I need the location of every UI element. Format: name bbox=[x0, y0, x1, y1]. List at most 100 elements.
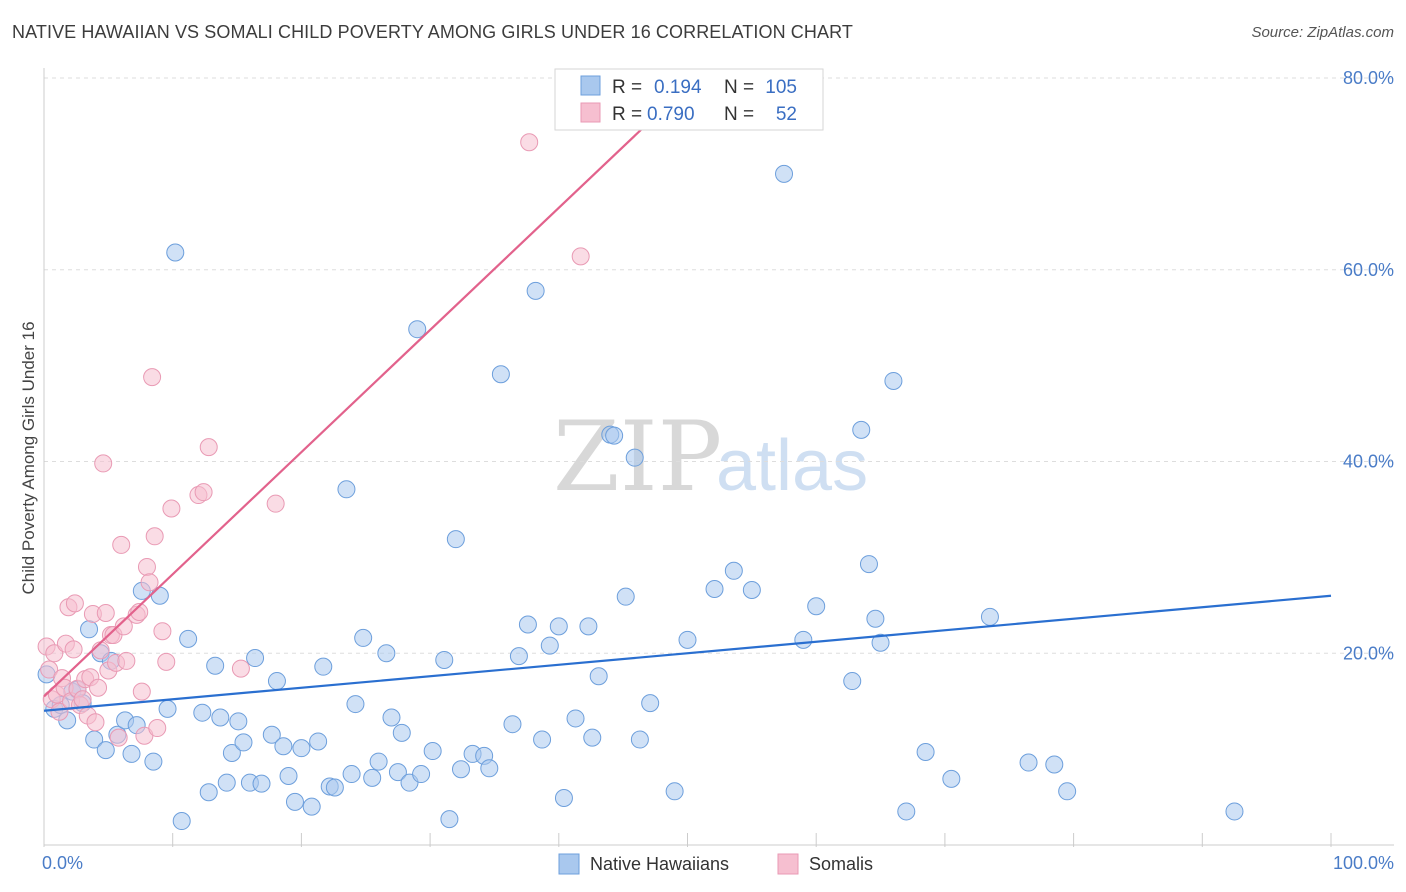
data-point bbox=[412, 765, 431, 784]
data-point bbox=[73, 690, 92, 709]
data-point bbox=[325, 778, 344, 797]
data-point bbox=[775, 164, 794, 183]
data-point bbox=[866, 609, 885, 628]
data-point bbox=[86, 713, 105, 732]
data-point bbox=[369, 752, 388, 771]
series-legend: Native Hawaiians Somalis bbox=[558, 853, 873, 875]
data-point bbox=[132, 682, 151, 701]
data-point bbox=[89, 678, 108, 697]
data-point bbox=[526, 281, 545, 300]
data-point bbox=[314, 657, 333, 676]
data-point bbox=[148, 719, 167, 738]
data-point bbox=[491, 365, 510, 384]
data-point bbox=[678, 630, 697, 649]
x-ticks bbox=[43, 833, 1332, 847]
data-point bbox=[153, 622, 172, 641]
data-point bbox=[852, 420, 871, 439]
data-point bbox=[143, 368, 162, 387]
data-point bbox=[166, 243, 185, 262]
data-point bbox=[435, 650, 454, 669]
legend-n-value-blue: 105 bbox=[765, 77, 797, 98]
data-point bbox=[64, 640, 83, 659]
data-point bbox=[354, 628, 373, 647]
trend-lines bbox=[43, 84, 1332, 712]
x-tick-label-min: 0.0% bbox=[42, 853, 83, 873]
y-tick-labels: 20.0% 40.0% 60.0% 80.0% bbox=[1343, 68, 1394, 663]
data-point bbox=[423, 742, 442, 761]
data-point bbox=[302, 797, 321, 816]
data-point bbox=[540, 636, 559, 655]
source-label: Source: ZipAtlas.com bbox=[1251, 24, 1394, 41]
legend-r-value-blue: 0.194 bbox=[654, 77, 702, 98]
data-point bbox=[625, 448, 644, 467]
data-point bbox=[266, 494, 285, 513]
correlation-legend: R = 0.194 N = 105 R = 0.790 N = 52 bbox=[554, 68, 824, 131]
data-point bbox=[140, 573, 159, 592]
data-point bbox=[162, 499, 181, 518]
legend-r-label-blue: R = bbox=[612, 77, 642, 98]
data-point bbox=[884, 371, 903, 390]
data-point bbox=[571, 247, 590, 266]
data-point bbox=[122, 744, 141, 763]
data-point bbox=[363, 768, 382, 787]
data-point bbox=[158, 699, 177, 718]
data-point bbox=[566, 709, 585, 728]
data-point bbox=[480, 759, 499, 778]
watermark-atlas: atlas bbox=[716, 426, 868, 506]
data-point bbox=[1225, 802, 1244, 821]
data-point bbox=[503, 715, 522, 734]
axes bbox=[43, 68, 1394, 846]
data-point bbox=[231, 659, 250, 678]
legend-r-value-pink: 0.790 bbox=[647, 104, 695, 125]
data-point bbox=[94, 454, 113, 473]
data-point bbox=[193, 703, 212, 722]
data-point bbox=[45, 644, 64, 663]
y-tick-label: 40.0% bbox=[1343, 452, 1394, 472]
data-point bbox=[1019, 753, 1038, 772]
data-point bbox=[80, 620, 99, 639]
data-point bbox=[382, 708, 401, 727]
data-point bbox=[579, 617, 598, 636]
data-point bbox=[665, 782, 684, 801]
data-point bbox=[980, 607, 999, 626]
y-axis-label: Child Poverty Among Girls Under 16 bbox=[19, 321, 38, 594]
data-point bbox=[724, 561, 743, 580]
data-point bbox=[408, 320, 427, 339]
data-point bbox=[1045, 755, 1064, 774]
data-point bbox=[234, 733, 253, 752]
data-point bbox=[137, 557, 156, 576]
trend-line-native-hawaiians bbox=[43, 594, 1332, 712]
data-point bbox=[194, 483, 213, 502]
data-point bbox=[217, 773, 236, 792]
data-point bbox=[641, 694, 660, 713]
data-point bbox=[742, 580, 761, 599]
series-somalis bbox=[37, 133, 590, 747]
data-point bbox=[130, 603, 149, 622]
x-tick-label-max: 100.0% bbox=[1333, 853, 1394, 873]
data-point bbox=[583, 728, 602, 747]
y-tick-label: 60.0% bbox=[1343, 260, 1394, 280]
data-point bbox=[145, 527, 164, 546]
legend-r-label-pink: R = bbox=[612, 104, 642, 125]
data-point bbox=[246, 649, 265, 668]
bottom-legend-swatch-blue bbox=[558, 853, 580, 875]
data-point bbox=[605, 426, 624, 445]
data-point bbox=[509, 647, 528, 666]
data-point bbox=[346, 695, 365, 714]
data-point bbox=[916, 743, 935, 762]
data-point bbox=[705, 580, 724, 599]
y-tick-label: 80.0% bbox=[1343, 68, 1394, 88]
data-point bbox=[859, 555, 878, 574]
data-point bbox=[807, 597, 826, 616]
data-point bbox=[843, 672, 862, 691]
data-point bbox=[292, 739, 311, 758]
data-point bbox=[549, 617, 568, 636]
data-point bbox=[589, 667, 608, 686]
data-point bbox=[96, 603, 115, 622]
chart-title: NATIVE HAWAIIAN VS SOMALI CHILD POVERTY … bbox=[12, 22, 853, 42]
data-point bbox=[112, 535, 131, 554]
data-point bbox=[446, 530, 465, 549]
data-point bbox=[179, 629, 198, 648]
data-point bbox=[262, 725, 281, 744]
